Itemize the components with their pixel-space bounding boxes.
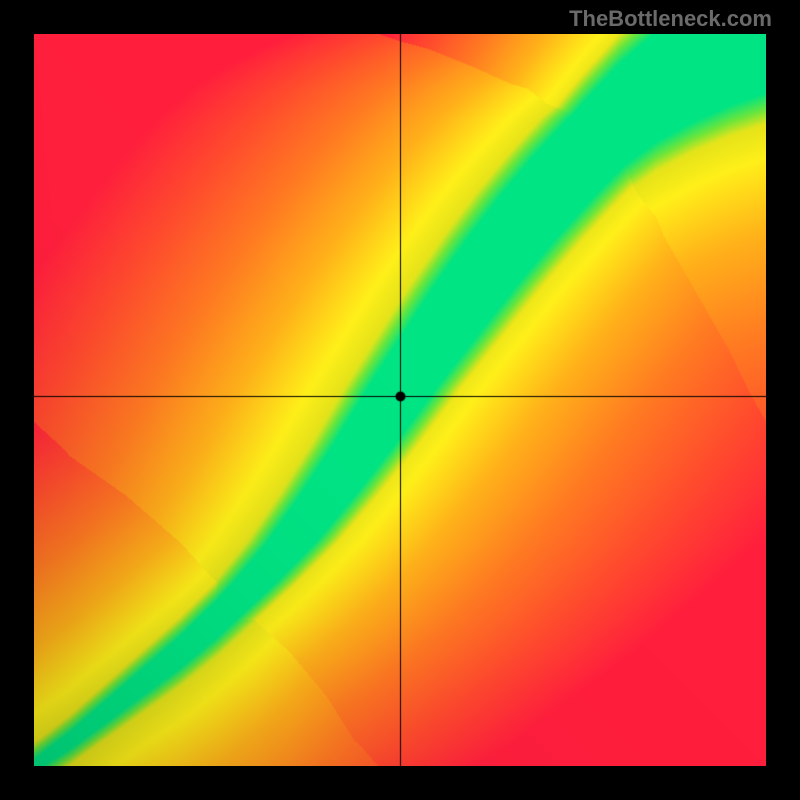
bottleneck-heatmap <box>34 34 766 766</box>
watermark-text: TheBottleneck.com <box>569 6 772 32</box>
heatmap-canvas <box>34 34 766 766</box>
